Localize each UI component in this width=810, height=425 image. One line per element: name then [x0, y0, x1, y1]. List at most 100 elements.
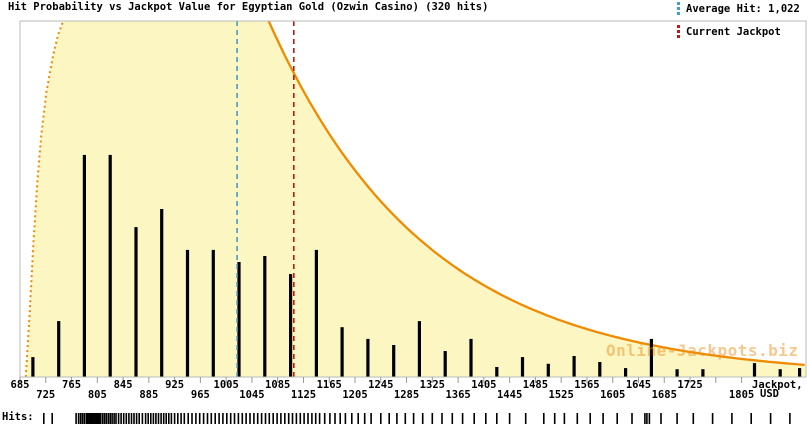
hit-rug-mark	[388, 413, 390, 424]
hit-rug-mark	[86, 413, 89, 424]
hit-rug-mark	[370, 413, 372, 424]
histogram-bar	[701, 369, 705, 377]
x-tick-label-bottom-row: 1125	[291, 389, 316, 401]
hit-rug-mark	[431, 413, 434, 424]
x-tick-label-top-row: 1245	[368, 379, 393, 391]
x-tick-label-bottom-row: 1525	[549, 389, 574, 401]
hit-rug-mark	[133, 413, 135, 424]
x-axis-tick-labels: 685 765 845 925 1005 1085 1165 1245 1325 1405 1485…	[11, 379, 755, 401]
x-tick-label-bottom-row: 725	[36, 389, 55, 401]
hit-rug-mark	[344, 413, 347, 424]
histogram-bar	[237, 262, 241, 377]
hit-rug-mark	[473, 413, 475, 424]
x-tick-label-top-row: 1325	[420, 379, 445, 391]
hit-rug-mark	[644, 413, 646, 424]
hit-rug-mark	[170, 413, 173, 424]
hit-rug-mark	[152, 413, 155, 424]
hit-rug-mark	[226, 413, 228, 424]
histogram-bar	[752, 363, 757, 377]
histogram-bar	[495, 367, 499, 377]
hit-rug-mark	[461, 413, 464, 424]
hit-rug-mark	[272, 413, 274, 424]
hit-rug-mark	[99, 413, 102, 424]
histogram-bar	[340, 327, 344, 377]
hits-rug-label: Hits:	[2, 411, 34, 423]
hit-rug-mark	[160, 413, 162, 424]
probability-area	[25, 21, 806, 377]
hit-rug-mark	[173, 413, 176, 424]
hit-rug-mark	[180, 413, 182, 424]
hit-rug-mark	[268, 413, 271, 424]
hit-rug-mark	[92, 413, 94, 424]
histogram-bar	[443, 351, 447, 377]
hit-rug-mark	[202, 413, 205, 424]
x-tick-label-top-row: 685	[11, 379, 30, 391]
hit-rug-mark	[147, 413, 149, 424]
legend-average-hit-label: Average Hit: 1,022	[686, 2, 800, 15]
hit-rug-mark	[451, 413, 454, 424]
hit-rug-mark	[284, 413, 286, 424]
histogram-bar	[314, 249, 318, 377]
hit-rug-mark	[363, 413, 366, 424]
hit-rug-mark	[233, 413, 236, 424]
hit-rug-mark	[115, 413, 117, 424]
average-hit-dashed-marker-icon	[677, 2, 680, 15]
hit-rug-mark	[676, 413, 678, 424]
histogram-bar	[185, 249, 190, 377]
x-tick-label-top-row: 1565	[574, 379, 599, 391]
hit-rug-mark	[105, 413, 108, 424]
hit-rug-mark	[88, 413, 90, 424]
hit-rug-mark	[51, 413, 53, 424]
hit-rug-mark	[95, 413, 98, 424]
histogram-bar	[263, 256, 267, 377]
hit-rug-mark	[125, 413, 128, 424]
hit-rug-mark	[135, 413, 138, 424]
hit-rug-mark	[260, 413, 263, 424]
hit-rug-mark	[508, 413, 511, 424]
hit-rug-mark	[218, 413, 220, 424]
hit-rug-mark	[264, 413, 267, 424]
hit-rug-mark	[222, 413, 224, 424]
hit-rug-mark	[318, 413, 321, 424]
hit-rug-mark	[103, 413, 106, 424]
hit-rug-mark	[412, 413, 415, 424]
hit-rug-mark	[144, 413, 147, 424]
hit-rug-mark	[128, 413, 130, 424]
hit-rug-mark	[256, 413, 259, 424]
hit-rug-mark	[168, 413, 170, 424]
histogram-bar	[160, 209, 164, 377]
x-tick-label-bottom-row: 1445	[497, 389, 522, 401]
hit-rug-mark	[75, 413, 77, 424]
hit-rug-mark	[543, 413, 545, 424]
x-tick-label-top-row: 765	[62, 379, 81, 391]
hit-rug-mark	[141, 413, 144, 424]
histogram-bar	[108, 154, 112, 377]
hit-rug-mark	[162, 413, 165, 424]
hit-rug-mark	[177, 413, 179, 424]
hit-rug-mark	[731, 413, 733, 424]
x-tick-label-top-row: 1405	[471, 379, 496, 391]
x-tick-label-bottom-row: 965	[191, 389, 210, 401]
histogram-bar	[366, 338, 370, 377]
hit-rug-mark	[155, 413, 157, 424]
hit-rug-mark	[93, 413, 95, 424]
x-tick-label-top-row: 1085	[265, 379, 290, 391]
hit-rug-mark	[646, 413, 648, 424]
hit-rug-mark	[711, 413, 714, 424]
x-axis-title-line2: USD	[760, 388, 779, 400]
hit-rug-mark	[214, 413, 216, 424]
histogram-bar	[798, 368, 802, 377]
hit-rug-mark	[85, 413, 88, 424]
hit-rug-mark	[616, 413, 618, 424]
hit-rug-mark	[183, 413, 186, 424]
hit-rug-mark	[380, 413, 382, 424]
hit-rug-mark	[206, 413, 209, 424]
x-tick-label-top-row: 925	[165, 379, 184, 391]
hit-rug-mark	[329, 413, 331, 424]
hit-rug-mark	[191, 413, 193, 424]
hit-rug-mark	[237, 413, 240, 424]
hit-rug-mark	[77, 413, 80, 424]
hit-rug-mark	[97, 413, 99, 424]
hit-rug-mark	[789, 413, 791, 424]
